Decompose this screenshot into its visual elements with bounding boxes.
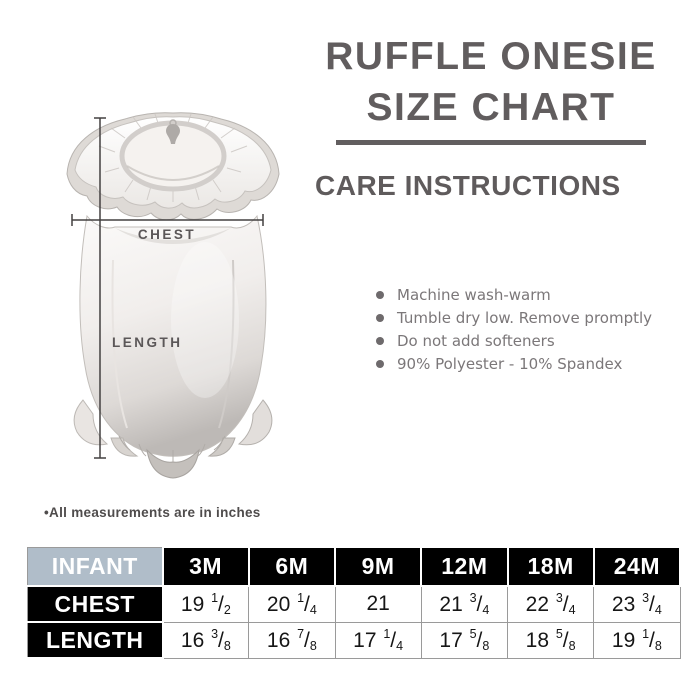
row-label-chest: CHEST <box>27 585 164 623</box>
table-header-infant: INFANT <box>27 546 163 587</box>
row-label-length: LENGTH <box>27 621 164 659</box>
size-table: INFANT 3M 6M 9M 12M 18M 24M CHEST 19 1/2… <box>27 546 682 659</box>
care-instruction-item: Do not add softeners <box>374 333 694 349</box>
page-title-line2: SIZE CHART <box>366 86 616 129</box>
care-instruction-item: 90% Polyester - 10% Spandex <box>374 356 694 372</box>
title-block: RUFFLE ONESIE SIZE CHART <box>310 31 672 145</box>
size-cell: 17 1/4 <box>334 621 422 659</box>
care-instruction-item: Tumble dry low. Remove promptly <box>374 310 694 326</box>
size-cell: 18 5/8 <box>506 621 595 659</box>
size-cell: 22 3/4 <box>506 585 595 623</box>
table-header-3m: 3M <box>161 546 250 587</box>
onesie-bottom-ruffles <box>73 399 273 479</box>
chest-measure-label: CHEST <box>138 227 196 242</box>
size-cell: 21 3/4 <box>420 585 509 623</box>
size-cell: 21 <box>334 585 422 623</box>
table-header-18m: 18M <box>506 546 595 587</box>
measurements-note: •All measurements are in inches <box>44 505 261 520</box>
size-cell: 17 5/8 <box>420 621 509 659</box>
care-instructions-heading: CARE INSTRUCTIONS <box>315 170 621 201</box>
onesie-illustration: CHEST LENGTH <box>66 112 280 479</box>
onesie-neckline <box>119 119 227 192</box>
size-cell: 23 3/4 <box>593 585 681 623</box>
title-underline <box>336 140 646 145</box>
onesie-figure: CHEST LENGTH <box>55 110 290 506</box>
table-header-9m: 9M <box>333 546 423 587</box>
size-cell: 16 3/8 <box>161 621 250 659</box>
care-instructions-list: Machine wash-warm Tumble dry low. Remove… <box>374 287 694 379</box>
onesie-body <box>79 214 267 457</box>
table-header-row: INFANT 3M 6M 9M 12M 18M 24M <box>27 546 682 587</box>
size-cell: 19 1/8 <box>593 621 681 659</box>
page-title-line1: RUFFLE ONESIE <box>325 35 657 78</box>
table-header-6m: 6M <box>247 546 337 587</box>
keyhole-opening <box>166 124 180 144</box>
size-cell: 19 1/2 <box>161 585 250 623</box>
table-header-12m: 12M <box>420 546 509 587</box>
length-measure-label: LENGTH <box>112 335 183 350</box>
care-instruction-item: Machine wash-warm <box>374 287 694 303</box>
table-header-24m: 24M <box>592 546 682 587</box>
size-cell: 16 7/8 <box>248 621 336 659</box>
table-row-length: LENGTH 16 3/8 16 7/8 17 1/4 17 5/8 18 5/… <box>27 621 681 659</box>
table-row-chest: CHEST 19 1/2 20 1/4 21 21 3/4 22 3/4 23 … <box>27 585 681 623</box>
size-cell: 20 1/4 <box>248 585 336 623</box>
measurement-lines <box>71 117 264 459</box>
